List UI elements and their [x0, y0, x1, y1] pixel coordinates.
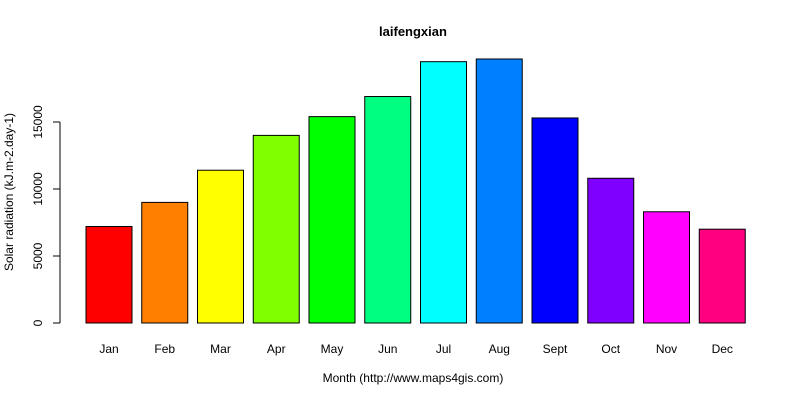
bar-sept: [531, 117, 579, 324]
x-tick-label: Jul: [436, 342, 451, 356]
x-tick-label: Sept: [543, 342, 568, 356]
bar-may: [308, 116, 356, 324]
bar-feb: [141, 201, 189, 324]
x-tick-label: Aug: [489, 342, 510, 356]
x-axis-label: Month (http://www.maps4gis.com): [323, 371, 504, 385]
bar-oct: [587, 177, 635, 324]
bar-dec: [698, 228, 746, 324]
y-tick-label: 5000: [31, 242, 45, 269]
x-tick-label: May: [321, 342, 344, 356]
x-tick-label: Jun: [378, 342, 397, 356]
y-tick-label: 15000: [31, 105, 45, 139]
bar-nov: [643, 211, 690, 324]
bar-aug: [475, 58, 523, 324]
y-axis: 0 5000 10000 15000: [31, 105, 61, 326]
x-tick-label: Feb: [154, 342, 175, 356]
x-tick-labels: Jan Feb Mar Apr May Jun Jul Aug Sept Oct Nov Dec: [99, 342, 733, 356]
x-tick-label: Nov: [656, 342, 677, 356]
x-tick-label: Apr: [267, 342, 286, 356]
x-tick-label: Oct: [601, 342, 620, 356]
x-tick-label: Dec: [712, 342, 733, 356]
x-tick-label: Mar: [210, 342, 231, 356]
y-axis-label: Solar radiation (kJ.m-2.day-1): [2, 113, 16, 271]
bar-jan: [85, 226, 133, 324]
bar-apr: [252, 134, 300, 324]
x-tick-label: Jan: [99, 342, 118, 356]
bar-jun: [364, 96, 412, 324]
bar-mar: [197, 169, 244, 324]
y-tick-label: 0: [31, 319, 45, 326]
chart-title: laifengxian: [379, 24, 447, 39]
bar-jul: [420, 61, 467, 324]
bars-group: [85, 58, 746, 324]
y-tick-label: 10000: [31, 172, 45, 206]
